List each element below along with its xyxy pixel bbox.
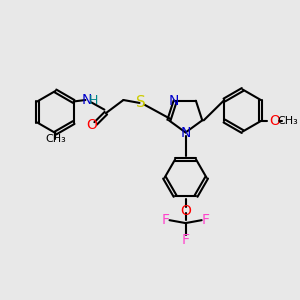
Text: H: H <box>88 94 98 106</box>
Text: O: O <box>180 203 191 218</box>
Text: F: F <box>182 233 190 247</box>
Text: F: F <box>162 213 170 227</box>
Text: S: S <box>136 95 146 110</box>
Text: O: O <box>269 114 280 128</box>
Text: CH₃: CH₃ <box>277 116 298 126</box>
Text: F: F <box>201 213 209 227</box>
Text: N: N <box>82 93 92 107</box>
Text: N: N <box>180 126 191 140</box>
Text: N: N <box>169 94 179 108</box>
Text: CH₃: CH₃ <box>45 134 66 145</box>
Text: O: O <box>86 118 97 132</box>
